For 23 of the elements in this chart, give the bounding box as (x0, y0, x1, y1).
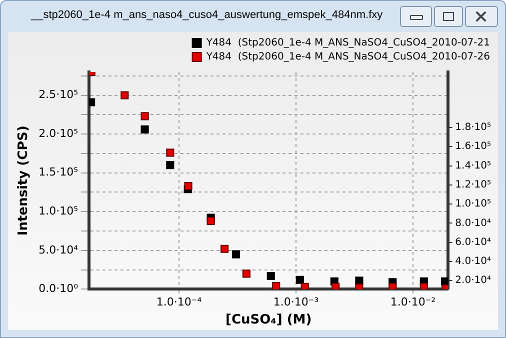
y2-tick-label: 6.0·10⁴ (455, 236, 492, 248)
y2-tick-label: 1.0·10⁵ (455, 198, 492, 210)
y-tick-label: 0.0·10⁰ (38, 282, 79, 296)
y2-tick-label: 2.0·10⁴ (455, 275, 492, 286)
y2-tick-label: 8.0·10⁴ (455, 218, 492, 229)
y-axis-title: Intensity (CPS) (16, 126, 32, 236)
y2-tick-label: 1.8·10⁵ (455, 122, 492, 134)
x-axis-title: [CuSO₄] (M) (226, 312, 312, 328)
legend-label: Y484 (Stp2060_1e-4 M_ANS_NaSO4_CuSO4_2010-07-26 (205, 52, 490, 63)
y-tick-label: 1.5·10⁵ (38, 166, 78, 179)
y2-tick-label: 4.0·10⁴ (455, 256, 492, 268)
y-tick-label: 1.0·10⁵ (38, 204, 78, 218)
y-tick-label: 2.5·10⁵ (38, 88, 78, 102)
chart-title: __stp2060_1e-4 m_ans_naso4_cuso4_auswertung_emspek_484nm.fxy (31, 9, 383, 21)
y2-tick-label: 1.4·10⁵ (455, 160, 492, 172)
y-tick-label: 2.0·10⁵ (38, 126, 78, 140)
y2-tick-label: 1.6·10⁵ (455, 141, 492, 152)
x-tick-label: 1.0·10⁻³ (273, 296, 319, 309)
y-tick-label: 5.0·10⁴ (38, 243, 79, 256)
x-tick-label: 1.0·10⁻² (390, 296, 436, 309)
y2-tick-label: 1.2·10⁵ (455, 180, 492, 190)
x-tick-label: 1.0·10⁻⁴ (156, 296, 202, 309)
legend-label: Y484 (Stp2060_1e-4 M_ANS_NaSO4_CuSO4_2010-07-21 (205, 38, 490, 49)
